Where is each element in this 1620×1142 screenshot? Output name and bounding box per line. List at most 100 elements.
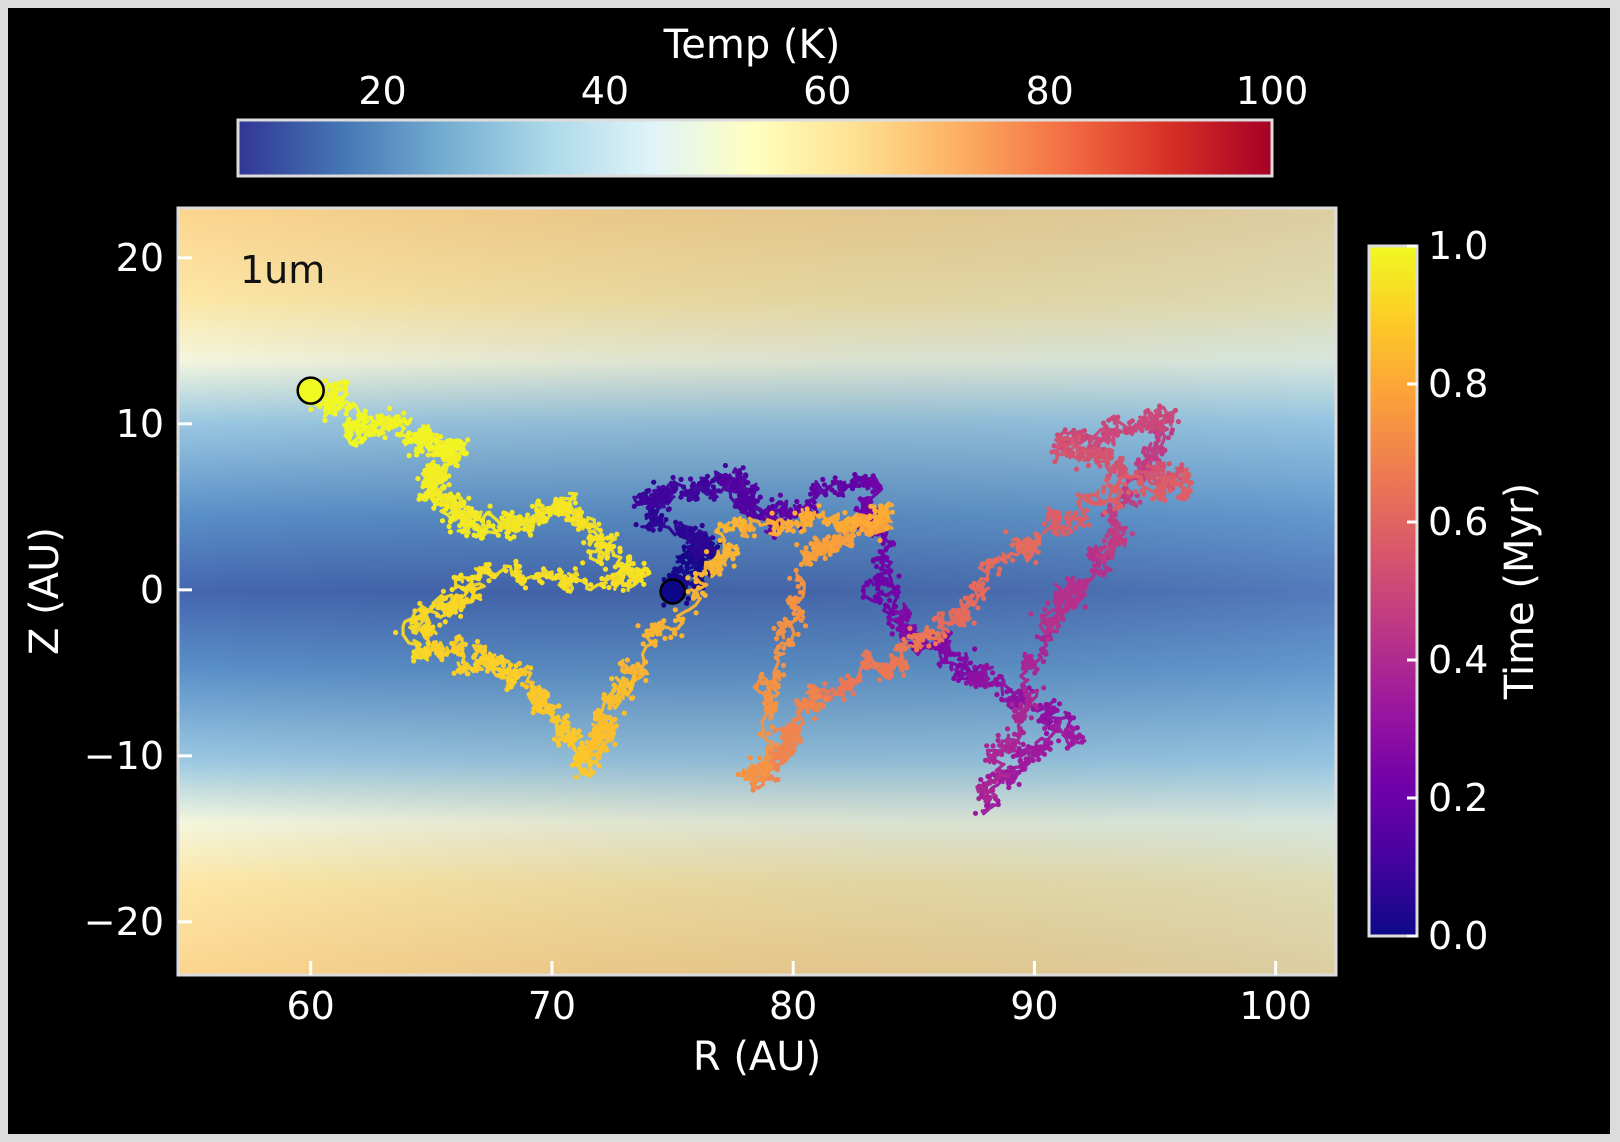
end-point-marker xyxy=(296,376,325,405)
trajectory-point xyxy=(1113,489,1119,495)
trajectory-point xyxy=(519,580,525,587)
trajectory-point xyxy=(1135,457,1141,463)
trajectory-point xyxy=(518,667,524,673)
trajectory-point xyxy=(1185,474,1191,480)
trajectory-point xyxy=(661,618,667,624)
trajectory-point xyxy=(887,597,893,603)
trajectory-point xyxy=(822,681,828,687)
trajectory-point xyxy=(1110,531,1116,537)
trajectory-point xyxy=(1022,708,1028,715)
trajectory-point xyxy=(866,651,872,657)
trajectory-point xyxy=(1079,452,1085,458)
trajectory-point xyxy=(651,517,657,523)
trajectory-point xyxy=(1168,478,1174,485)
trajectory-point xyxy=(475,662,481,669)
trajectory-point xyxy=(519,681,526,687)
trajectory-point xyxy=(1097,501,1103,507)
trajectory-point xyxy=(770,750,776,757)
trajectory-point xyxy=(548,571,554,577)
trajectory-point xyxy=(1089,551,1095,558)
trajectory-point xyxy=(465,437,471,443)
trajectory-point xyxy=(540,566,547,572)
trajectory-point xyxy=(844,519,850,525)
trajectory-point xyxy=(459,529,466,535)
trajectory-point xyxy=(1125,489,1132,495)
trajectory-point xyxy=(617,545,623,551)
trajectory-point xyxy=(703,486,709,492)
trajectory-point xyxy=(722,462,729,469)
trajectory-point xyxy=(1007,696,1013,703)
trajectory-point xyxy=(970,601,976,607)
trajectory-point xyxy=(821,482,828,488)
trajectory-point xyxy=(1053,628,1059,634)
trajectory-point xyxy=(992,778,998,785)
trajectory-point xyxy=(573,578,579,584)
trajectory-point xyxy=(456,634,462,640)
trajectory-point xyxy=(1178,467,1184,473)
trajectory-point xyxy=(1076,434,1082,440)
trajectory-point xyxy=(790,717,797,724)
trajectory-point xyxy=(606,584,612,591)
trajectory-point xyxy=(1119,503,1125,509)
trajectory-point xyxy=(649,632,655,638)
trajectory-point xyxy=(875,583,881,589)
trajectory-point xyxy=(847,678,853,685)
trajectory-point xyxy=(870,558,876,564)
trajectory-point xyxy=(431,602,437,609)
trajectory-point xyxy=(565,512,571,518)
trajectory-point xyxy=(486,510,492,516)
trajectory-point xyxy=(734,499,741,505)
trajectory-point xyxy=(1165,435,1171,441)
trajectory-point xyxy=(1077,590,1083,596)
trajectory-point xyxy=(1097,463,1103,469)
trajectory-point xyxy=(564,579,571,585)
trajectory-point xyxy=(411,629,417,635)
trajectory-point xyxy=(535,498,542,504)
trajectory-point xyxy=(790,728,796,734)
trajectory-point xyxy=(866,521,872,527)
trajectory-point xyxy=(731,563,737,569)
trajectory-point xyxy=(854,505,860,511)
trajectory-point xyxy=(612,564,618,570)
trajectory-point xyxy=(322,378,328,384)
trajectory-point xyxy=(1065,519,1071,525)
trajectory-point xyxy=(454,445,460,452)
trajectory-point xyxy=(1084,577,1090,583)
trajectory-point xyxy=(602,566,609,572)
trajectory-point xyxy=(483,562,489,568)
trajectory-point xyxy=(631,675,637,682)
trajectory-point xyxy=(1175,419,1181,425)
trajectory-point xyxy=(1056,738,1062,744)
trajectory-point xyxy=(1139,423,1145,429)
trajectory-point xyxy=(665,490,672,496)
trajectory-point xyxy=(773,700,779,706)
trajectory-point xyxy=(690,481,697,487)
trajectory-point xyxy=(438,501,444,508)
trajectory-point xyxy=(757,731,763,737)
trajectory-point xyxy=(978,777,984,783)
trajectory-point xyxy=(986,682,992,688)
trajectory-point xyxy=(772,521,778,527)
trajectory-point xyxy=(975,605,981,611)
trajectory-point xyxy=(746,766,753,772)
trajectory-point xyxy=(862,520,868,526)
trajectory-point xyxy=(813,540,819,547)
trajectory-point xyxy=(743,498,749,504)
trajectory-point xyxy=(964,613,971,619)
trajectory-point xyxy=(1063,448,1069,454)
trajectory-point xyxy=(1032,702,1038,708)
trajectory-point xyxy=(1112,539,1118,546)
trajectory-point xyxy=(545,505,551,512)
trajectory-point xyxy=(710,535,716,541)
trajectory-point xyxy=(648,627,654,634)
trajectory-point xyxy=(888,568,894,574)
trajectory-point xyxy=(1147,414,1153,420)
trajectory-point xyxy=(622,687,628,694)
trajectory-point xyxy=(1096,448,1102,454)
trajectory-point xyxy=(326,397,332,403)
trajectory-point xyxy=(1014,752,1020,758)
trajectory-point xyxy=(981,595,987,602)
trajectory-point xyxy=(690,595,697,601)
trajectory-point xyxy=(880,532,886,538)
trajectory-point xyxy=(606,700,613,706)
